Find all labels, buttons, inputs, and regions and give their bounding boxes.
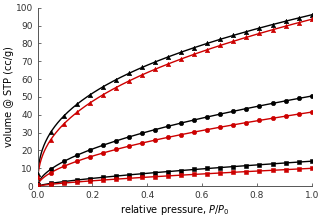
Y-axis label: volume @ STP (cc/g): volume @ STP (cc/g) [4, 46, 14, 147]
X-axis label: relative pressure, $P/P_0$: relative pressure, $P/P_0$ [120, 203, 230, 217]
